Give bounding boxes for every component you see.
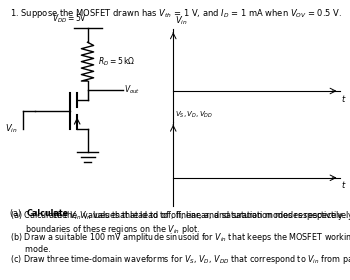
Text: (b) Draw a suitable 100 mV amplitude sinusoid for $V_{in}$ that keeps the MOSFET: (b) Draw a suitable 100 mV amplitude sin… bbox=[10, 231, 350, 255]
Text: 1. Suppose the MOSFET drawn has $V_{th}$ = 1 V, and $I_D$ = 1 mA when $V_{OV}$ =: 1. Suppose the MOSFET drawn has $V_{th}$… bbox=[10, 7, 343, 20]
Text: $t$: $t$ bbox=[341, 179, 347, 190]
Text: $t$: $t$ bbox=[341, 93, 347, 104]
Text: $V_{in}$: $V_{in}$ bbox=[175, 15, 188, 27]
Text: $V_S, V_D, V_{DD}$: $V_S, V_D, V_{DD}$ bbox=[175, 110, 213, 120]
Text: (a): (a) bbox=[10, 209, 24, 218]
Text: (c) Draw three time-domain waveforms for $V_S$, $V_D$, $V_{DD}$ that correspond : (c) Draw three time-domain waveforms for… bbox=[10, 253, 350, 266]
Text: $V_{DD} = 5\mathrm{V}$: $V_{DD} = 5\mathrm{V}$ bbox=[52, 13, 88, 25]
Text: (a) Calculate the $V_{in}$ values that lead to off, linear, and saturation modes: (a) Calculate the $V_{in}$ values that l… bbox=[10, 209, 350, 236]
Text: the $V_{in}$ values that lead to off, linear, and saturation modes respectively.: the $V_{in}$ values that lead to off, li… bbox=[51, 209, 347, 221]
Text: $V_{in}$: $V_{in}$ bbox=[5, 122, 18, 135]
Text: $V_{out}$: $V_{out}$ bbox=[124, 84, 140, 96]
Text: Calculate: Calculate bbox=[26, 209, 68, 218]
Text: $R_D = 5\,\mathrm{k\Omega}$: $R_D = 5\,\mathrm{k\Omega}$ bbox=[98, 55, 135, 68]
